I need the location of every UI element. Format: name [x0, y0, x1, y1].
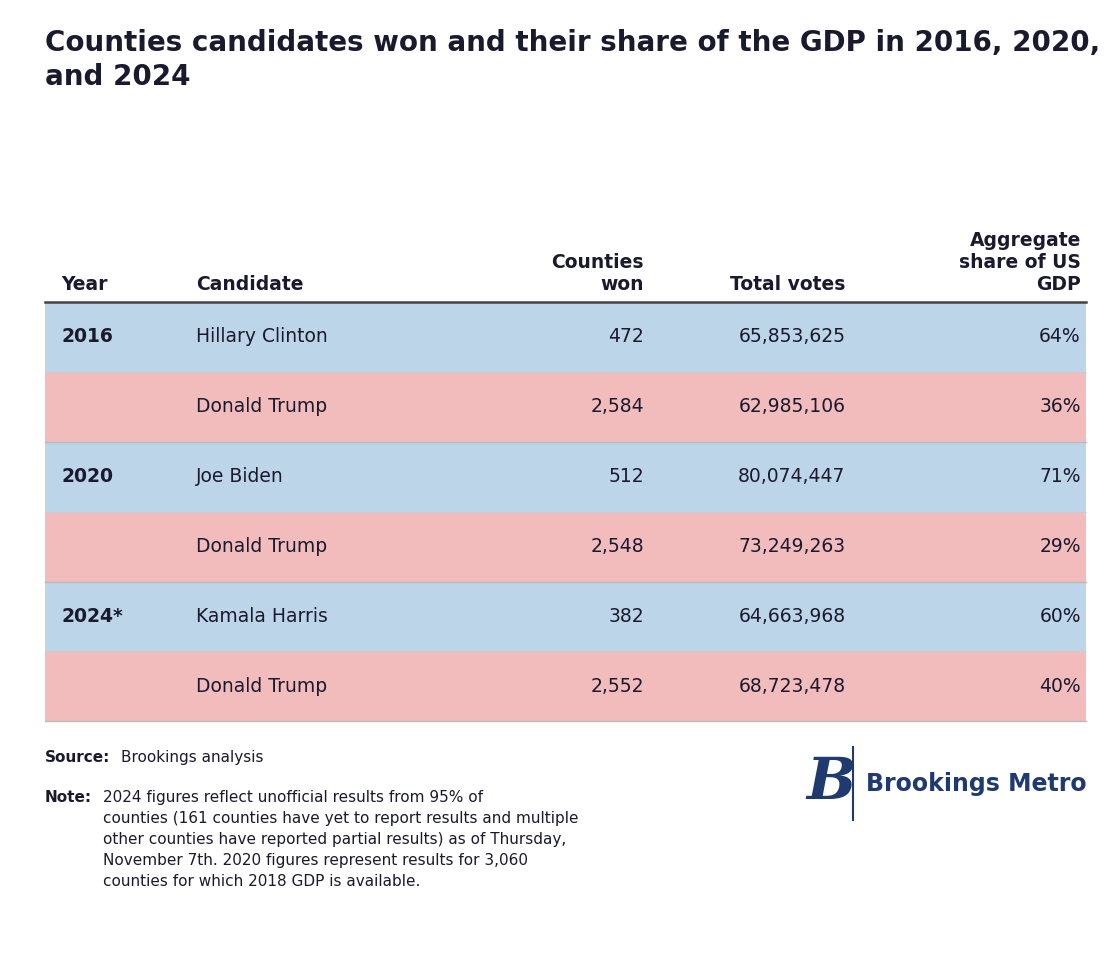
Text: 60%: 60% — [1039, 607, 1081, 626]
Text: Joe Biden: Joe Biden — [196, 468, 283, 486]
Text: 2,548: 2,548 — [590, 537, 644, 556]
Text: 64%: 64% — [1039, 328, 1081, 346]
Text: Brookings Metro: Brookings Metro — [866, 771, 1086, 796]
Text: 40%: 40% — [1039, 677, 1081, 696]
Text: Kamala Harris: Kamala Harris — [196, 607, 328, 626]
Text: Donald Trump: Donald Trump — [196, 677, 327, 696]
Text: Year: Year — [62, 275, 109, 294]
Text: 2020: 2020 — [62, 468, 113, 486]
Text: 2,584: 2,584 — [590, 398, 644, 416]
Text: 472: 472 — [608, 328, 644, 346]
Text: Aggregate
share of US
GDP: Aggregate share of US GDP — [959, 231, 1081, 294]
Text: 29%: 29% — [1039, 537, 1081, 556]
Text: 64,663,968: 64,663,968 — [738, 607, 846, 626]
Text: Donald Trump: Donald Trump — [196, 398, 327, 416]
Text: Counties candidates won and their share of the GDP in 2016, 2020,
and 2024: Counties candidates won and their share … — [45, 29, 1100, 91]
Text: 382: 382 — [608, 607, 644, 626]
Text: Donald Trump: Donald Trump — [196, 537, 327, 556]
Text: 80,074,447: 80,074,447 — [738, 468, 846, 486]
Text: 65,853,625: 65,853,625 — [738, 328, 846, 346]
Text: 512: 512 — [608, 468, 644, 486]
Text: 71%: 71% — [1039, 468, 1081, 486]
Text: Total votes: Total votes — [730, 275, 846, 294]
Text: Hillary Clinton: Hillary Clinton — [196, 328, 328, 346]
Text: 68,723,478: 68,723,478 — [738, 677, 846, 696]
Text: Brookings analysis: Brookings analysis — [121, 750, 263, 765]
Text: 2016: 2016 — [62, 328, 113, 346]
Text: 62,985,106: 62,985,106 — [738, 398, 846, 416]
Text: 2024 figures reflect unofficial results from 95% of
counties (161 counties have : 2024 figures reflect unofficial results … — [103, 790, 579, 889]
Text: 36%: 36% — [1039, 398, 1081, 416]
Text: Candidate: Candidate — [196, 275, 304, 294]
Text: Counties
won: Counties won — [551, 253, 644, 294]
Text: 73,249,263: 73,249,263 — [738, 537, 846, 556]
Text: Note:: Note: — [45, 790, 92, 806]
Text: B: B — [806, 756, 856, 811]
Text: 2024*: 2024* — [62, 607, 123, 626]
Text: 2,552: 2,552 — [590, 677, 644, 696]
Text: Source:: Source: — [45, 750, 110, 765]
